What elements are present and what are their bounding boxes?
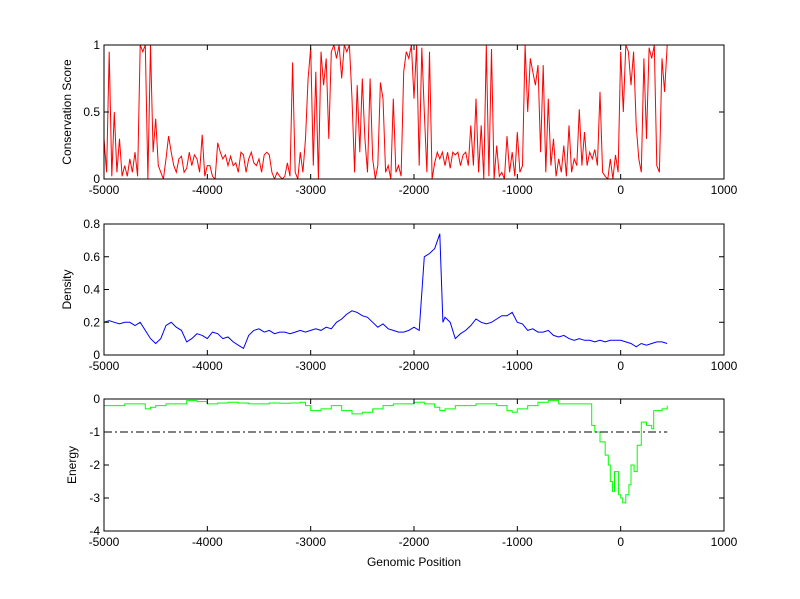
- y-tick-label: -2: [89, 458, 100, 472]
- series-line-1: [104, 45, 668, 179]
- y-tick-label: -3: [89, 491, 100, 505]
- y-axis-label: Conservation Score: [60, 59, 74, 165]
- x-tick-label: -4000: [192, 535, 223, 549]
- x-tick-label: 1000: [711, 535, 738, 549]
- y-tick-label: 0: [93, 348, 100, 362]
- x-tick-label: 0: [617, 535, 624, 549]
- x-tick-label: -3000: [295, 535, 326, 549]
- series-line-3: [104, 400, 668, 504]
- x-tick-label: -5000: [89, 359, 120, 373]
- y-tick-label: 0: [93, 172, 100, 186]
- y-tick-label: 0.4: [83, 283, 100, 297]
- y-tick-label: 0.6: [83, 250, 100, 264]
- x-tick-label: -5000: [89, 183, 120, 197]
- x-tick-label: -4000: [192, 183, 223, 197]
- x-tick-label: 1000: [711, 359, 738, 373]
- y-tick-label: 0: [93, 392, 100, 406]
- x-tick-label: 0: [617, 359, 624, 373]
- y-tick-label: 1: [93, 38, 100, 52]
- y-tick-label: 0.2: [83, 315, 100, 329]
- y-tick-label: 0.5: [83, 105, 100, 119]
- x-tick-label: 0: [617, 183, 624, 197]
- x-tick-label: -1000: [502, 359, 533, 373]
- y-tick-label: -1: [89, 425, 100, 439]
- x-tick-label: -5000: [89, 535, 120, 549]
- x-axis-label: Genomic Position: [367, 555, 461, 569]
- series-line-2: [104, 233, 668, 350]
- x-tick-label: 1000: [711, 183, 738, 197]
- x-tick-label: -1000: [502, 183, 533, 197]
- y-tick-label: -4: [89, 524, 100, 538]
- y-axis-label: Density: [60, 269, 74, 309]
- subplot-3: -5000 -4000 -3000 -2000 -1000 0 1000 0 -1 -2 -3 -4 E…: [65, 392, 738, 569]
- x-tick-label: -4000: [192, 359, 223, 373]
- x-tick-label: -1000: [502, 535, 533, 549]
- subplot-2: -5000 -4000 -3000 -2000 -1000 0 1000 0 0.2 0.4 0.6…: [60, 217, 738, 373]
- x-tick-label: -2000: [399, 183, 430, 197]
- x-tick-label: -3000: [295, 359, 326, 373]
- x-tick-label: -3000: [295, 183, 326, 197]
- subplot-1: -5000 -4000 -3000 -2000 -1000 0 1000 0 0.5 1 Conse…: [60, 38, 738, 197]
- y-tick-label: 0.8: [83, 217, 100, 231]
- y-axis-label: Energy: [65, 446, 79, 484]
- x-tick-label: -2000: [399, 535, 430, 549]
- x-tick-label: -2000: [399, 359, 430, 373]
